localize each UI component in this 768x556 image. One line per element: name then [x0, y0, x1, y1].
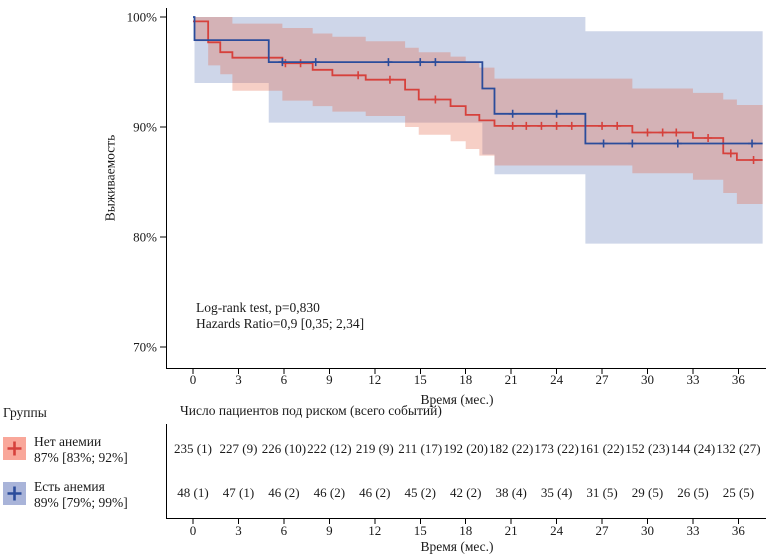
risk-value-anemia: 47 (1)	[223, 485, 254, 500]
risk-axis-tick-label: 3	[235, 523, 242, 538]
risk-axis-tick-label: 15	[414, 523, 427, 538]
risk-axis-tick-label: 27	[596, 523, 610, 538]
x-tick-label: 0	[190, 372, 197, 387]
risk-value-no-anemia: 222 (12)	[307, 441, 351, 456]
legend-swatch-red	[3, 437, 26, 460]
risk-value-no-anemia: 173 (22)	[534, 441, 578, 456]
logrank-text: Log-rank test, p=0,830	[196, 300, 320, 315]
x-tick-label: 18	[459, 372, 472, 387]
risk-value-anemia: 42 (2)	[450, 485, 481, 500]
risk-value-anemia: 26 (5)	[677, 485, 708, 500]
risk-value-no-anemia: 211 (17)	[398, 441, 442, 456]
risk-axis-tick-label: 0	[190, 523, 197, 538]
y-axis-title: Выживаемость	[102, 134, 118, 222]
confidence-band-anemia	[194, 17, 763, 244]
risk-value-anemia: 46 (2)	[314, 485, 345, 500]
risk-axis-tick-label: 6	[281, 523, 288, 538]
plus-icon	[7, 486, 22, 501]
risk-value-no-anemia: 144 (24)	[671, 441, 715, 456]
y-tick-label: 90%	[133, 120, 157, 135]
risk-value-no-anemia: 235 (1)	[174, 441, 212, 456]
confidence-band-no-anemia	[195, 17, 763, 204]
risk-value-no-anemia: 152 (23)	[625, 441, 669, 456]
x-tick-label: 21	[505, 372, 518, 387]
y-tick-label: 100%	[127, 10, 158, 25]
risk-table-x-title: Время (мес.)	[420, 539, 494, 554]
legend-item-anemia: Есть анемия 89% [79%; 99%]	[3, 479, 128, 510]
x-axis-title: Время (мес.)	[420, 392, 494, 407]
x-tick-label: 12	[368, 372, 381, 387]
risk-value-anemia: 38 (4)	[495, 485, 526, 500]
survival-curve-no-anemia	[193, 20, 763, 161]
legend-item-no-anemia: Нет анемии 87% [83%; 92%]	[3, 434, 128, 465]
risk-axis-tick-label: 36	[732, 523, 746, 538]
risk-table-header: Число пациентов под риском (всего событи…	[180, 403, 442, 418]
risk-value-no-anemia: 226 (10)	[262, 441, 306, 456]
risk-value-no-anemia: 161 (22)	[580, 441, 624, 456]
legend-estimate-anemia: 89% [79%; 99%]	[34, 494, 128, 510]
plot-axes	[166, 8, 766, 369]
risk-axis-tick-label: 9	[326, 523, 333, 538]
risk-table-axes	[166, 424, 766, 519]
hazard-ratio-text: Hazards Ratio=0,9 [0,35; 2,34]	[196, 315, 365, 331]
risk-value-anemia: 29 (5)	[632, 485, 663, 500]
risk-value-anemia: 48 (1)	[177, 485, 208, 500]
risk-value-no-anemia: 227 (9)	[219, 441, 257, 456]
risk-axis-tick-label: 33	[686, 523, 699, 538]
risk-value-no-anemia: 182 (22)	[489, 441, 533, 456]
x-tick-label: 36	[732, 372, 746, 387]
censor-marks-anemia	[278, 58, 757, 148]
legend-title: Группы	[3, 405, 47, 420]
stats-annotation: Log-rank test, p=0,830 Hazards Ratio=0,9…	[196, 300, 364, 331]
x-tick-label: 27	[596, 372, 610, 387]
risk-axis-tick-label: 24	[550, 523, 564, 538]
risk-value-anemia: 25 (5)	[723, 485, 754, 500]
risk-value-anemia: 46 (2)	[359, 485, 390, 500]
legend-swatch-blue	[3, 482, 26, 505]
x-tick-label: 9	[326, 372, 333, 387]
survival-curve-anemia	[193, 16, 763, 145]
risk-value-no-anemia: 219 (9)	[356, 441, 394, 456]
plus-icon	[7, 441, 22, 456]
x-tick-label: 6	[281, 372, 288, 387]
risk-value-no-anemia: 192 (20)	[443, 441, 487, 456]
risk-value-anemia: 46 (2)	[268, 485, 299, 500]
risk-axis-tick-label: 18	[459, 523, 472, 538]
x-tick-label: 30	[641, 372, 654, 387]
legend-label-anemia: Есть анемия	[34, 479, 105, 494]
risk-axis-tick-label: 12	[368, 523, 381, 538]
x-tick-label: 24	[550, 372, 564, 387]
x-tick-label: 3	[235, 372, 242, 387]
risk-value-anemia: 35 (4)	[541, 485, 572, 500]
x-tick-label: 33	[686, 372, 699, 387]
y-tick-label: 80%	[133, 230, 157, 245]
x-tick-label: 15	[414, 372, 427, 387]
risk-value-anemia: 31 (5)	[586, 485, 617, 500]
risk-value-anemia: 45 (2)	[405, 485, 436, 500]
risk-axis-tick-label: 30	[641, 523, 654, 538]
risk-value-no-anemia: 132 (27)	[716, 441, 760, 456]
risk-axis-tick-label: 21	[505, 523, 518, 538]
legend-estimate-no-anemia: 87% [83%; 92%]	[34, 449, 128, 465]
legend-label-no-anemia: Нет анемии	[34, 434, 102, 449]
y-tick-label: 70%	[133, 340, 157, 355]
censor-marks-no-anemia	[281, 59, 758, 164]
